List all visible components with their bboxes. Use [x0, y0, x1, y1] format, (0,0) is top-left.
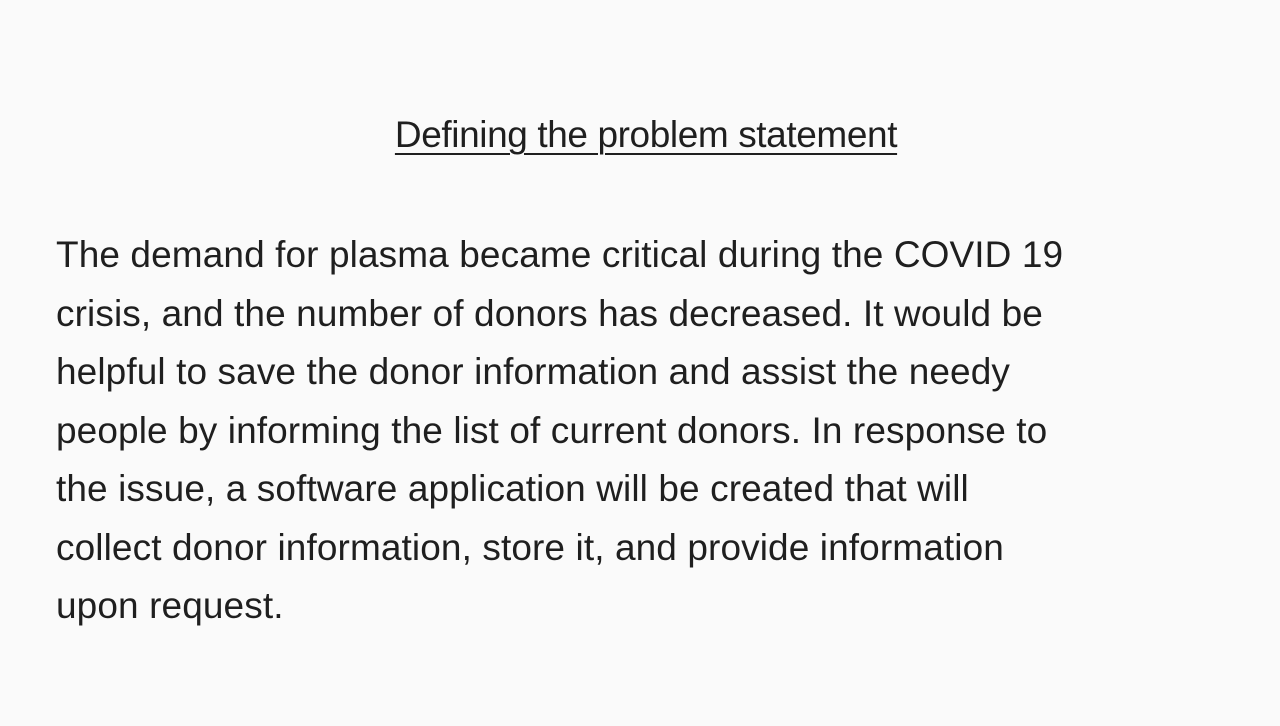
paragraph-line: crisis, and the number of donors has dec… — [56, 292, 1043, 334]
problem-statement-paragraph: The demand for plasma became critical du… — [56, 226, 1246, 636]
paragraph-line: collect donor information, store it, and… — [56, 526, 1004, 568]
paragraph-line: helpful to save the donor information an… — [56, 351, 1011, 392]
paragraph-line: upon request. — [56, 585, 284, 626]
paragraph-line: the issue, a software application will b… — [56, 468, 969, 509]
document-title: Defining the problem statement — [394, 114, 898, 155]
paragraph-line: people by informing the list of current … — [56, 409, 1048, 451]
paragraph-line: The demand for plasma became critical du… — [56, 234, 1064, 275]
